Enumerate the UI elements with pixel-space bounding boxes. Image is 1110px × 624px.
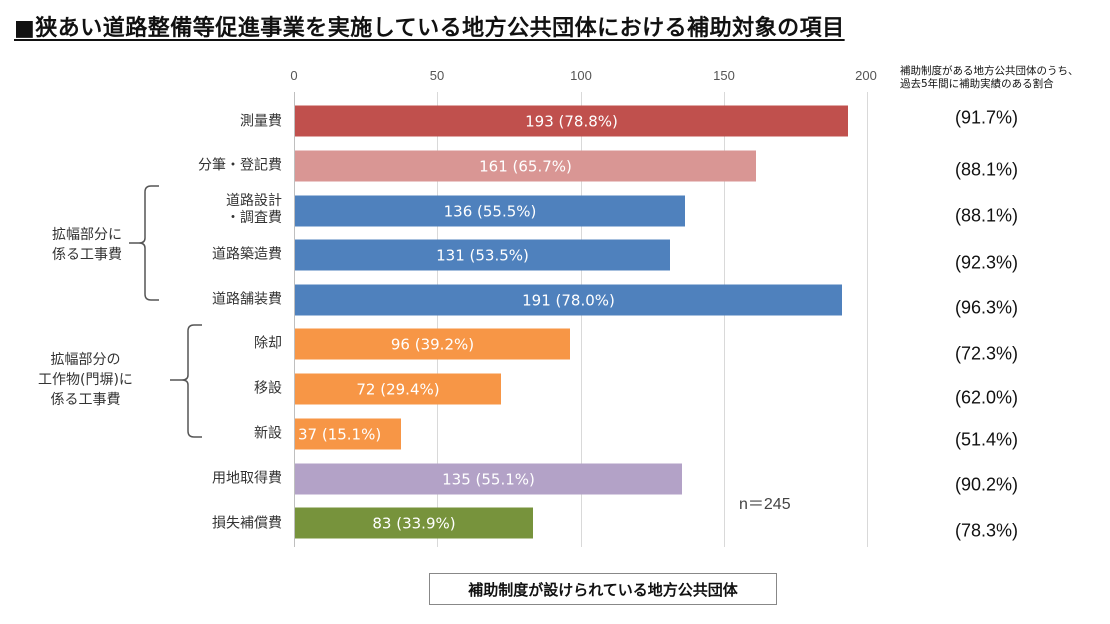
sample-size-label: n＝245 [739, 496, 791, 513]
bar-subdivision: 161 (65.7%) [295, 150, 756, 182]
x-tick-100: 100 [570, 68, 592, 83]
bar-loss-compensation: 83 (33.9%) [295, 507, 533, 539]
category-label: 用地取得費 [212, 470, 282, 487]
gridline [581, 92, 582, 547]
bar-survey: 193 (78.8%) [295, 105, 848, 137]
category-label-line1: 道路設計 [226, 193, 282, 209]
gridline [867, 92, 868, 547]
subsidy-rate-note: 補助制度がある地方公共団体のうち、 過去5年間に補助実績のある割合 [900, 65, 1079, 91]
category-label: 道路築造費 [212, 246, 282, 263]
bar-road-design: 136 (55.5%) [295, 195, 685, 227]
note-line-1: 補助制度がある地方公共団体のうち、 [900, 65, 1079, 77]
y-axis-line [294, 92, 295, 547]
brace-icon [170, 324, 202, 438]
group-label-road-works: 拡幅部分に 係る工事費 [52, 225, 122, 265]
gridline [724, 92, 725, 547]
subsidy-rate-value: (62.0%) [955, 387, 1019, 408]
group-label-line: 係る工事費 [52, 247, 122, 263]
group-label-line: 拡幅部分の [50, 352, 121, 368]
brace-icon [129, 185, 159, 301]
x-tick-0: 0 [290, 68, 298, 83]
category-label: 除却 [254, 335, 282, 352]
bar-road-paving: 191 (78.0%) [295, 284, 842, 316]
group-label-line: 工作物(門塀)に [38, 372, 133, 388]
x-tick-150: 150 [713, 68, 735, 83]
subsidy-rate-value: (90.2%) [955, 474, 1019, 495]
category-label: 道路設計 ・調査費 [226, 193, 282, 227]
note-line-2: 過去5年間に補助実績のある割合 [900, 78, 1054, 90]
x-tick-200: 200 [855, 68, 877, 83]
subsidy-rate-value: (78.3%) [955, 520, 1019, 541]
category-label: 損失補償費 [212, 515, 282, 532]
bar-relocation: 72 (29.4%) [295, 373, 501, 405]
category-label: 新設 [254, 425, 282, 442]
bar-road-construction: 131 (53.5%) [295, 239, 670, 271]
group-label-line: 拡幅部分に [52, 227, 122, 243]
category-label: 測量費 [240, 113, 282, 130]
group-label-structure-works: 拡幅部分の 工作物(門塀)に 係る工事費 [38, 350, 133, 410]
group-label-line: 係る工事費 [50, 392, 121, 408]
bar-new-build: 37 (15.1%) [295, 418, 401, 450]
category-label: 道路舗装費 [212, 291, 282, 308]
subsidy-rate-value: (51.4%) [955, 429, 1019, 450]
subsidy-rate-value: (88.1%) [955, 205, 1019, 226]
subsidy-rate-value: (72.3%) [955, 343, 1019, 364]
category-label-line2: ・調査費 [226, 210, 282, 226]
subsidy-rate-value: (92.3%) [955, 252, 1019, 273]
subsidy-rate-value: (91.7%) [955, 107, 1019, 128]
x-axis-label: 補助制度が設けられている地方公共団体 [429, 573, 777, 605]
gridline [437, 92, 438, 547]
category-label: 分筆・登記費 [198, 157, 282, 174]
x-tick-50: 50 [429, 68, 445, 83]
chart-title: ■狭あい道路整備等促進事業を実施している地方公共団体における補助対象の項目 [14, 16, 845, 41]
category-label: 移設 [254, 380, 282, 397]
subsidy-rate-value: (88.1%) [955, 159, 1019, 180]
bar-land-acquisition: 135 (55.1%) [295, 463, 682, 495]
subsidy-rate-value: (96.3%) [955, 297, 1019, 318]
bar-removal: 96 (39.2%) [295, 328, 570, 360]
